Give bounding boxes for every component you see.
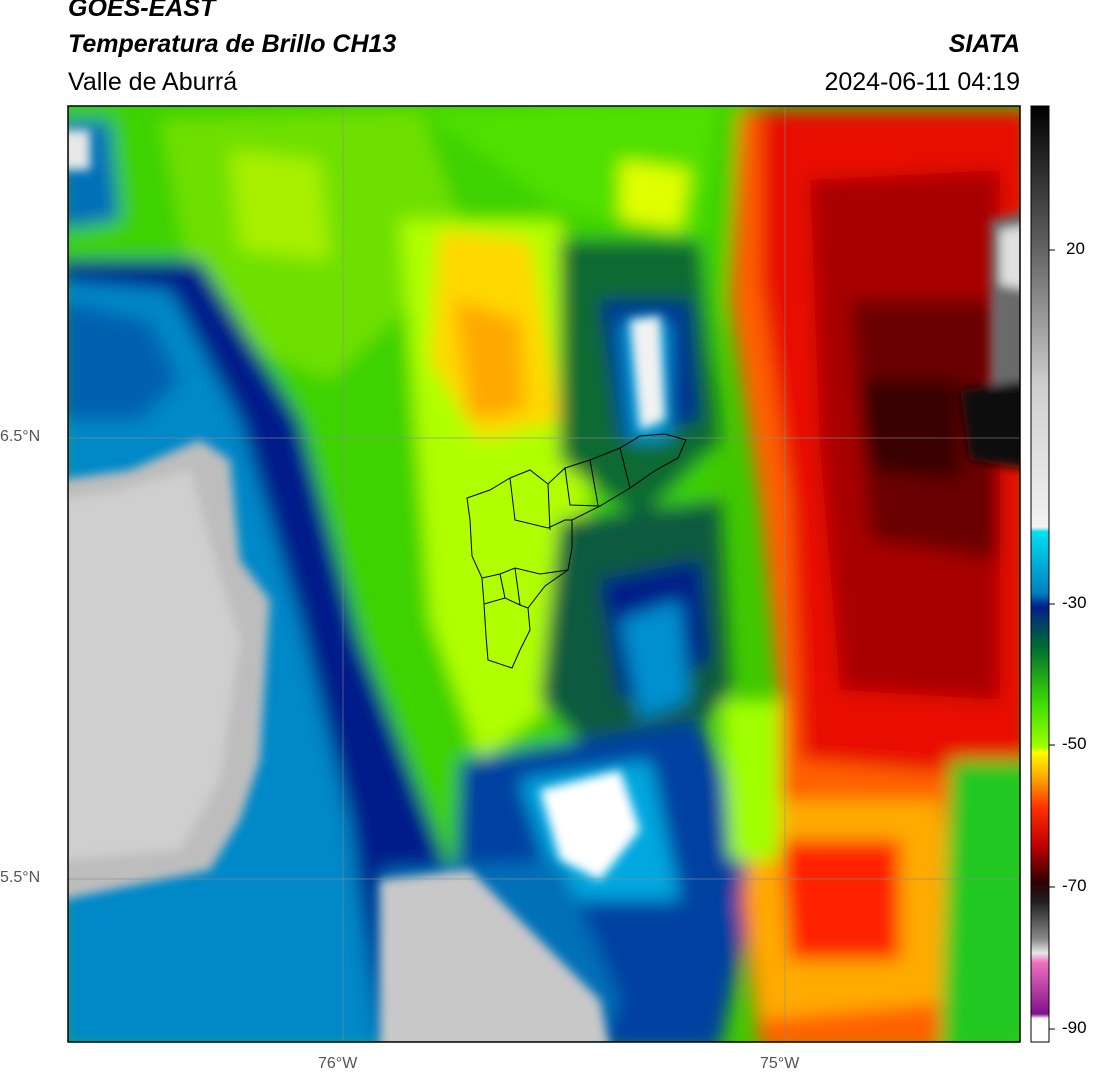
colorbar-label-20: 20 (1066, 239, 1085, 258)
map-frame (67, 105, 1021, 1043)
brightness-temperature-field (68, 106, 1020, 1042)
datetime-label: 2024-06-11 04:19 (824, 68, 1020, 96)
lat-label-6.5n: 6.5°N (0, 428, 41, 445)
region-subtitle: Valle de Aburrá (68, 68, 238, 96)
map-gridlines (68, 106, 1020, 1042)
colorbar-label-minus30: -30 (1062, 593, 1087, 612)
colorbar-label-minus50: -50 (1062, 734, 1087, 753)
lon-label-76w: 76°W (318, 1055, 358, 1072)
lat-label-5.5n: 5.5°N (0, 869, 41, 886)
product-title: Temperatura de Brillo CH13 (68, 30, 397, 58)
colorbar-label-minus90: -90 (1062, 1018, 1087, 1037)
lon-label-75w: 75°W (760, 1055, 800, 1072)
colorbar (1030, 105, 1050, 1043)
colorbar-tick-marks (1049, 249, 1055, 1030)
agency-label: SIATA (948, 30, 1020, 58)
colorbar-label-minus70: -70 (1062, 876, 1087, 895)
municipal-boundaries (466, 433, 687, 669)
satellite-title: GOES-EAST (68, 0, 216, 22)
